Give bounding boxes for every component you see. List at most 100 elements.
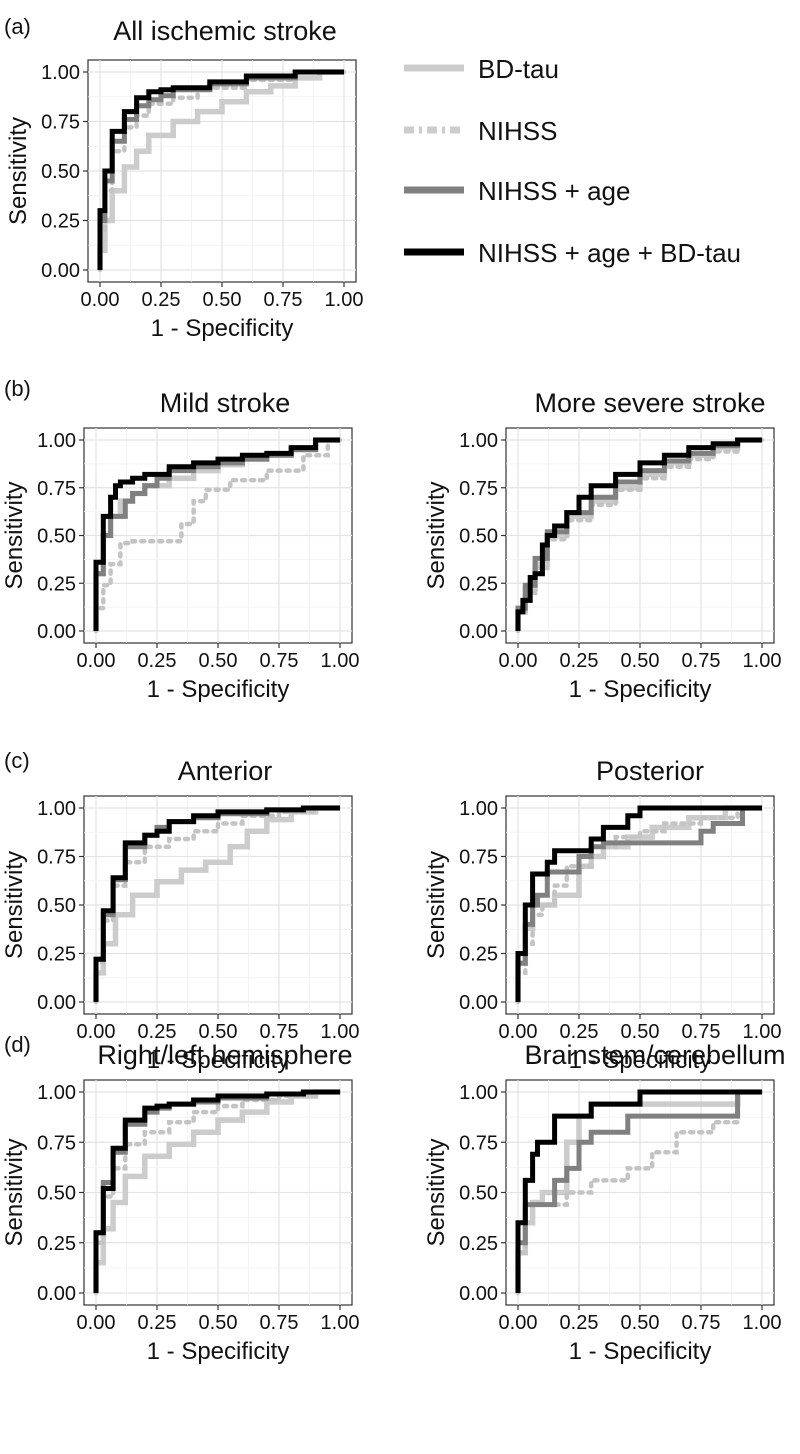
panel-title: More severe stroke (534, 388, 765, 418)
y-tick-label: 1.00 (37, 1082, 76, 1104)
y-tick-label: 0.75 (37, 478, 76, 500)
x-tick-label: 0.75 (682, 1021, 721, 1043)
x-axis-title: 1 - Specificity (147, 1338, 290, 1365)
y-tick-label: 0.00 (37, 992, 76, 1014)
x-tick-label: 0.50 (199, 650, 238, 672)
y-axis-title: Sensitivity (423, 1138, 450, 1246)
panel-brainstem-cerebellum: 0.00 0.25 0.50 0.75 1.00 0.00 0.25 0.50 0.75 1.00… (423, 1040, 786, 1365)
y-tick-label: 0.25 (37, 573, 76, 595)
roc-curve-nihss (93, 1089, 343, 1296)
y-tick-label: 1.00 (37, 430, 76, 452)
y-tick-label: 0.50 (459, 526, 498, 548)
y-tick-label: 0.50 (37, 526, 76, 548)
roc-curve-nihss-age-bd-tau (97, 69, 344, 270)
x-tick-label: 0.25 (560, 1312, 599, 1334)
panel-letter: (a) (4, 14, 31, 39)
y-tick-label: 0.75 (37, 1132, 76, 1154)
x-tick-label: 0.75 (682, 650, 721, 672)
roc-curve-nihss-age-bd-tau (515, 805, 762, 1002)
y-tick-label: 0.25 (41, 211, 80, 233)
y-tick-label: 1.00 (459, 430, 498, 452)
roc-curve-nihss (93, 437, 343, 634)
y-tick-label: 0.00 (41, 260, 80, 282)
roc-curve-bd-tau (93, 805, 340, 1002)
panel-title: All ischemic stroke (113, 16, 337, 46)
roc-curve-nihss-age-bd-tau (93, 1089, 340, 1293)
roc-curve-nihss-age-bd-tau (93, 805, 340, 1002)
panel-more-severe-stroke: 0.00 0.25 0.50 0.75 1.00 0.00 0.25 0.50 0.75 1.00… (423, 388, 781, 703)
y-tick-label: 0.25 (459, 1233, 498, 1255)
grid (84, 1080, 352, 1305)
x-axis-title: 1 - Specificity (151, 315, 294, 342)
legend: BD-tau NIHSS NIHSS + age NIHSS + age + B… (404, 54, 741, 268)
panel-all-ischemic-stroke: 0.00 0.25 0.50 0.75 1.00 0.00 0.25 0.50 0.75 1.00… (4, 14, 363, 342)
x-axis-title: 1 - Specificity (147, 676, 290, 703)
y-axis-title: Sensitivity (5, 117, 32, 225)
x-tick-label: 0.25 (142, 289, 181, 311)
y-tick-label: 1.00 (459, 1082, 498, 1104)
legend-label-nihss: NIHSS (478, 116, 557, 146)
y-tick-label: 0.75 (459, 478, 498, 500)
x-tick-label: 0.50 (621, 1312, 660, 1334)
x-tick-label: 0.50 (203, 289, 242, 311)
x-axis-title: 1 - Specificity (147, 1047, 290, 1074)
y-axis-title: Sensitivity (423, 481, 450, 589)
roc-curve-nihss (93, 805, 343, 1005)
panel-letter: (c) (4, 748, 30, 773)
panel-letter: (d) (4, 1032, 31, 1057)
panel-mild-stroke: 0.00 0.25 0.50 0.75 1.00 0.00 0.25 0.50 0.75 1.00… (1, 376, 359, 703)
x-tick-label: 1.00 (321, 1021, 360, 1043)
x-tick-label: 0.25 (138, 1021, 177, 1043)
panel-title: Brainstem/cerebellum (524, 1040, 785, 1070)
x-tick-label: 0.25 (560, 650, 599, 672)
y-tick-label: 0.50 (459, 895, 498, 917)
y-tick-label: 0.75 (459, 1132, 498, 1154)
roc-curve-bd-tau (93, 1089, 340, 1293)
x-tick-label: 0.00 (499, 650, 538, 672)
grid (84, 428, 352, 643)
x-tick-label: 0.75 (260, 1021, 299, 1043)
x-tick-label: 1.00 (743, 650, 782, 672)
y-tick-label: 1.00 (41, 62, 80, 84)
x-tick-label: 1.00 (743, 1021, 782, 1043)
y-tick-label: 0.75 (37, 847, 76, 869)
legend-label-nihss-age: NIHSS + age (478, 176, 630, 206)
panel-letter: (b) (4, 376, 31, 401)
x-tick-label: 0.75 (264, 289, 303, 311)
panel-right-left-hemisphere: 0.00 0.25 0.50 0.75 1.00 0.00 0.25 0.50 0.75 1.00… (1, 1032, 359, 1365)
y-tick-label: 0.00 (37, 621, 76, 643)
roc-curve-bd-tau (97, 69, 344, 270)
y-tick-label: 0.50 (459, 1183, 498, 1205)
roc-curve-nihss-age-bd-tau (515, 437, 762, 631)
roc-curve-nihss-age-bd-tau (515, 1089, 762, 1293)
x-tick-label: 1.00 (321, 1312, 360, 1334)
x-tick-label: 0.00 (81, 289, 120, 311)
panel-posterior: 0.00 0.25 0.50 0.75 1.00 0.00 0.25 0.50 0.75 1.00… (423, 756, 781, 1074)
x-axis-title: 1 - Specificity (569, 1047, 712, 1074)
legend-label-nihss-age-bd-tau: NIHSS + age + BD-tau (478, 238, 741, 268)
panel-anterior: 0.00 0.25 0.50 0.75 1.00 0.00 0.25 0.50 0.75 1.00… (1, 748, 359, 1074)
y-tick-label: 0.50 (37, 895, 76, 917)
roc-curve-nihss-age-bd-tau (93, 437, 340, 631)
y-tick-label: 0.50 (41, 161, 80, 183)
x-tick-label: 1.00 (743, 1312, 782, 1334)
roc-curve-nihss-age (515, 805, 762, 1002)
x-axis-title: 1 - Specificity (569, 676, 712, 703)
x-tick-label: 0.75 (260, 1312, 299, 1334)
x-tick-label: 0.00 (499, 1021, 538, 1043)
y-tick-label: 0.75 (459, 847, 498, 869)
y-tick-label: 0.00 (459, 1283, 498, 1305)
roc-curve-nihss-age (515, 1089, 762, 1293)
y-tick-label: 1.00 (459, 798, 498, 820)
y-tick-label: 0.50 (37, 1183, 76, 1205)
x-tick-label: 0.75 (260, 650, 299, 672)
panel-title: Mild stroke (160, 388, 291, 418)
legend-label-bd-tau: BD-tau (478, 54, 559, 84)
y-tick-label: 0.00 (37, 1283, 76, 1305)
x-tick-label: 0.00 (77, 650, 116, 672)
x-tick-label: 0.00 (499, 1312, 538, 1334)
panel-title: Anterior (178, 756, 273, 786)
roc-curve-nihss (515, 805, 765, 1005)
x-tick-label: 0.00 (77, 1312, 116, 1334)
